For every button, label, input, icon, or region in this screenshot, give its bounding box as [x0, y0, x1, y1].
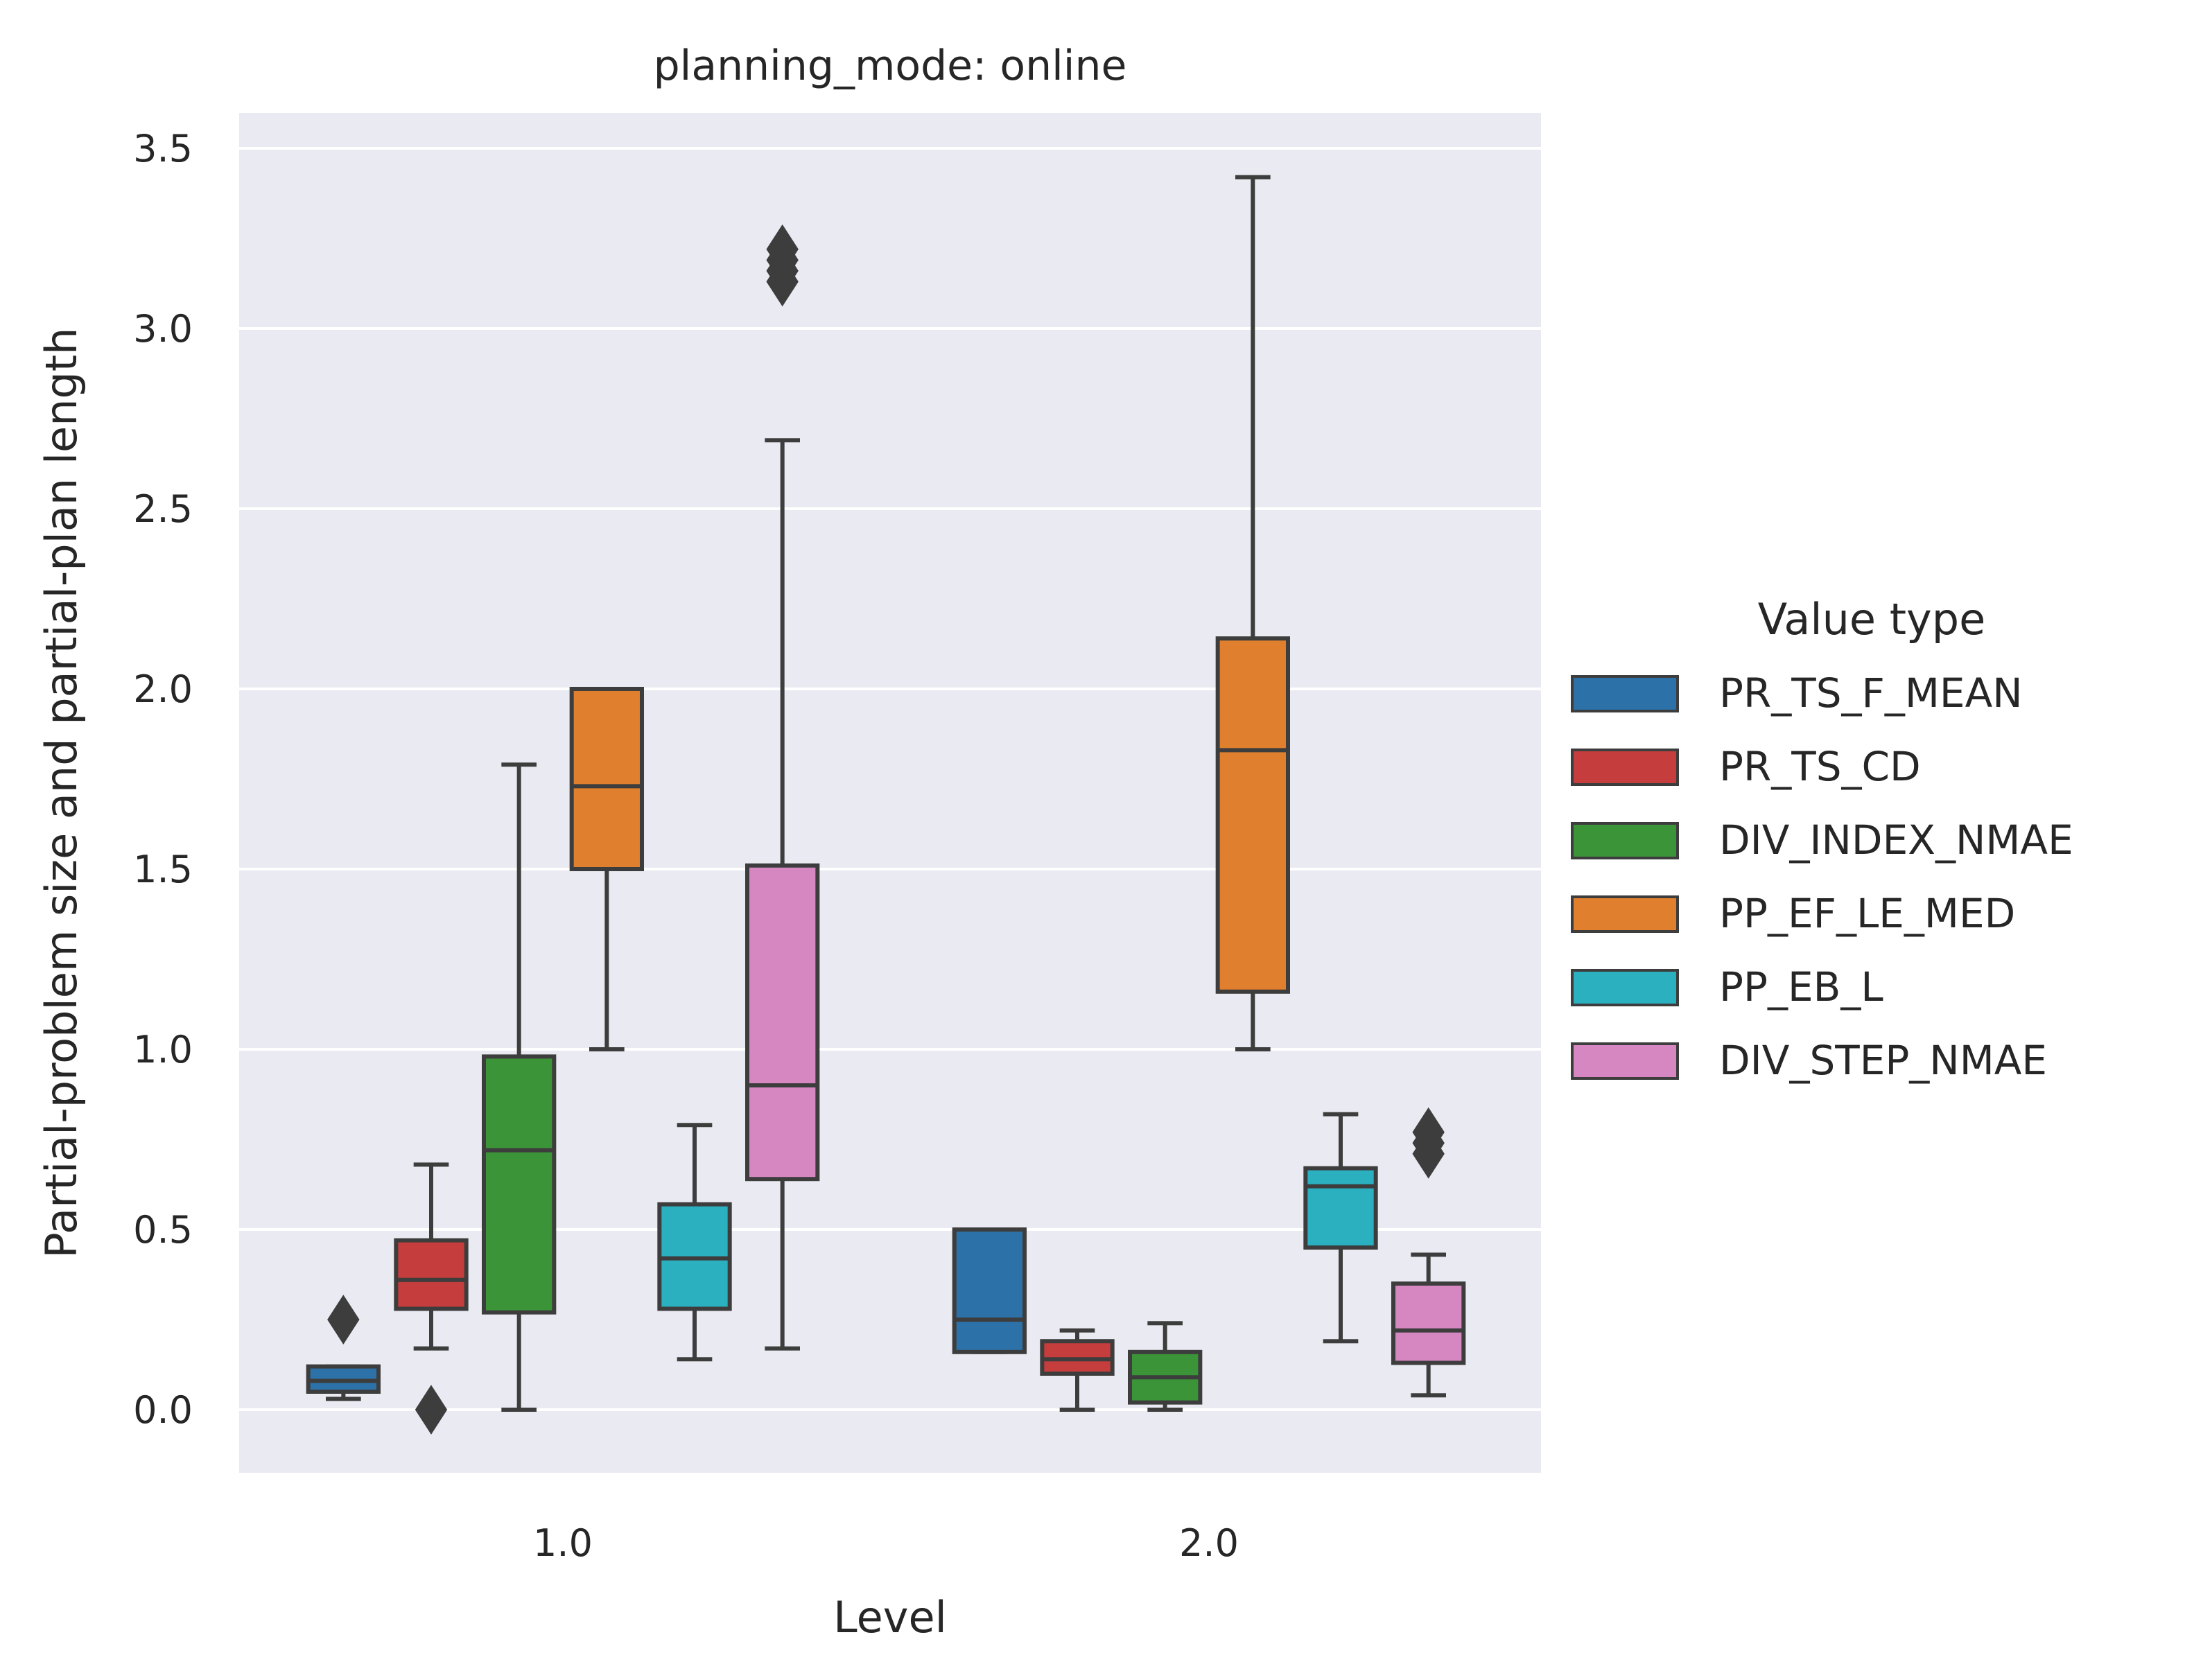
legend-swatch — [1571, 969, 1679, 1006]
box-body — [745, 863, 820, 1182]
legend-label: PP_EF_LE_MED — [1719, 890, 2015, 937]
box-body — [1215, 636, 1290, 994]
box-elements — [306, 175, 1466, 1435]
y-tick-label: 1.0 — [133, 1028, 193, 1071]
box-div-step-nmae-2.0 — [1391, 1107, 1466, 1398]
box-body — [952, 1227, 1027, 1354]
legend-swatch — [1571, 749, 1679, 786]
x-tick-label: 1.0 — [533, 1521, 593, 1565]
box-body — [1303, 1166, 1378, 1250]
box-pr-ts-cd-1.0 — [394, 1162, 469, 1435]
y-tick-label: 0.5 — [133, 1208, 193, 1252]
box-pp-ef-le-med-2.0 — [1215, 175, 1290, 1051]
legend-swatch — [1571, 1042, 1679, 1080]
legend-label: DIV_STEP_NMAE — [1719, 1037, 2047, 1084]
box-body — [482, 1054, 557, 1315]
box-body — [1391, 1281, 1466, 1365]
y-tick-label: 3.5 — [133, 127, 193, 170]
y-tick-label: 0.0 — [133, 1388, 193, 1432]
box-pr-ts-f-mean-2.0 — [952, 1227, 1027, 1354]
legend-swatch — [1571, 675, 1679, 712]
box-pr-ts-cd-2.0 — [1040, 1328, 1115, 1412]
y-tick-label: 1.5 — [133, 848, 193, 891]
y-axis-label: Partial-problem size and partial-plan le… — [36, 328, 87, 1259]
legend-swatch — [1571, 895, 1679, 933]
legend-title: Value type — [1758, 594, 1985, 645]
y-tick-label: 2.5 — [133, 487, 193, 531]
outlier-marker — [1412, 1107, 1445, 1157]
legend-label: PR_TS_F_MEAN — [1719, 670, 2023, 717]
box-pp-eb-l-2.0 — [1303, 1112, 1378, 1344]
legend-label: DIV_INDEX_NMAE — [1719, 816, 2073, 864]
box-div-index-nmae-1.0 — [482, 762, 557, 1412]
box-pp-eb-l-1.0 — [657, 1123, 732, 1362]
legend-label: PP_EB_L — [1719, 963, 1883, 1010]
box-body — [569, 687, 645, 871]
x-tick-labels: 1.0 2.0 — [533, 1521, 1239, 1565]
chart-title: planning_mode: online — [654, 42, 1127, 90]
legend: Value type PR_TS_F_MEAN PR_TS_CD DIV_INDEX… — [1571, 594, 2073, 1084]
outlier-marker — [327, 1295, 360, 1345]
box-div-index-nmae-2.0 — [1128, 1321, 1203, 1412]
box-pr-ts-f-mean-1.0 — [306, 1295, 381, 1401]
box-div-step-nmae-1.0 — [745, 224, 820, 1351]
box-body — [394, 1238, 469, 1311]
x-tick-label: 2.0 — [1179, 1521, 1239, 1565]
x-axis-label: Level — [833, 1592, 947, 1643]
y-tick-label: 2.0 — [133, 667, 193, 711]
outlier-marker — [766, 224, 799, 274]
grid-lines — [239, 147, 1541, 1411]
box-pp-ef-le-med-1.0 — [569, 687, 645, 1051]
outlier-marker — [415, 1385, 448, 1435]
y-tick-labels: 0.0 0.5 1.0 1.5 2.0 2.5 3.0 3.5 — [133, 127, 193, 1432]
y-tick-label: 3.0 — [133, 307, 193, 351]
legend-label: PR_TS_CD — [1719, 743, 1921, 790]
legend-swatch — [1571, 822, 1679, 859]
